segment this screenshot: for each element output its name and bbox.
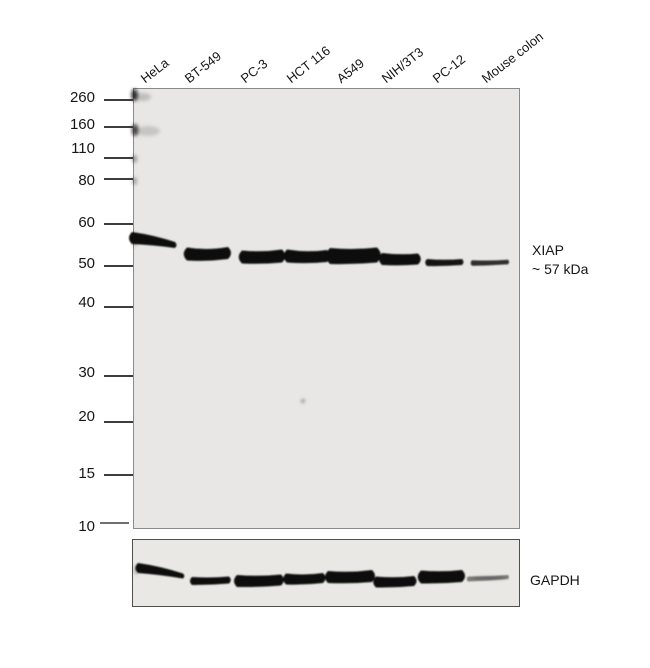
xiap-band-mouse-colon bbox=[470, 259, 510, 266]
mw-tick-260 bbox=[104, 99, 133, 101]
mw-tick-160 bbox=[104, 126, 133, 128]
target-protein-annotation: XIAP ~ 57 kDa bbox=[532, 241, 588, 279]
mw-label-60: 60 bbox=[78, 214, 95, 231]
target-protein-label: XIAP bbox=[532, 242, 564, 258]
gapdh-band-nih-3t3 bbox=[373, 576, 417, 588]
mw-label-50: 50 bbox=[78, 255, 95, 272]
xiap-band-nih-3t3 bbox=[379, 253, 421, 266]
xiap-band-hela bbox=[129, 232, 177, 248]
gapdh-band-a549 bbox=[325, 570, 375, 584]
lane-label-hela: HeLa bbox=[137, 55, 172, 86]
lane-label-nih-3t3: NIH/3T3 bbox=[378, 44, 427, 86]
blot-artifact bbox=[132, 177, 137, 185]
mw-tick-10 bbox=[100, 522, 129, 524]
mw-label-260: 260 bbox=[69, 89, 95, 106]
mw-tick-80 bbox=[104, 178, 133, 180]
lane-label-pc-12: PC-12 bbox=[429, 51, 469, 86]
blot-artifact bbox=[132, 155, 137, 163]
mw-tick-30 bbox=[104, 375, 133, 377]
blot-artifact bbox=[136, 126, 160, 136]
mw-label-10: 10 bbox=[78, 518, 95, 535]
mw-tick-40 bbox=[104, 306, 133, 308]
main-blot-panel bbox=[133, 88, 520, 529]
mw-tick-20 bbox=[104, 421, 133, 423]
loading-control-bands bbox=[133, 563, 509, 588]
mw-label-15: 15 bbox=[78, 465, 95, 482]
gapdh-band-pc-12 bbox=[417, 570, 465, 584]
mw-label-160: 160 bbox=[69, 116, 95, 133]
gapdh-band-pc-3 bbox=[234, 574, 284, 588]
mw-tick-15 bbox=[104, 474, 133, 476]
blot-artifact bbox=[133, 93, 151, 101]
mw-label-30: 30 bbox=[78, 364, 95, 381]
mw-label-110: 110 bbox=[71, 140, 95, 157]
gapdh-band-bt-549 bbox=[190, 576, 231, 586]
mw-label-80: 80 bbox=[78, 172, 95, 189]
main-blot-bands bbox=[129, 89, 510, 403]
gapdh-band-hct-116 bbox=[283, 573, 326, 585]
xiap-band-a549 bbox=[326, 247, 381, 265]
lane-label-bt-549: BT-549 bbox=[181, 48, 225, 86]
gapdh-band-mouse-colon bbox=[466, 575, 509, 582]
loading-control-label: GAPDH bbox=[530, 572, 580, 588]
xiap-band-bt-549 bbox=[183, 247, 231, 261]
xiap-band-hct-116 bbox=[283, 249, 330, 264]
mw-tick-60 bbox=[104, 223, 133, 225]
mw-tick-110 bbox=[104, 157, 133, 159]
target-mw-label: ~ 57 kDa bbox=[532, 261, 589, 277]
lane-label-hct-116: HCT 116 bbox=[283, 42, 334, 86]
lane-label-mouse-colon: Mouse colon bbox=[478, 28, 547, 86]
xiap-band-pc-3 bbox=[238, 249, 286, 264]
mw-label-20: 20 bbox=[78, 408, 95, 425]
gapdh-band-hela bbox=[135, 563, 185, 579]
blot-artifact bbox=[132, 124, 138, 136]
lane-label-a549: A549 bbox=[333, 55, 367, 86]
lane-label-pc-3: PC-3 bbox=[237, 55, 271, 86]
xiap-band-pc-12 bbox=[425, 259, 464, 267]
mw-tick-50 bbox=[104, 265, 133, 267]
blot-artifact bbox=[301, 399, 305, 403]
mw-label-40: 40 bbox=[78, 294, 95, 311]
